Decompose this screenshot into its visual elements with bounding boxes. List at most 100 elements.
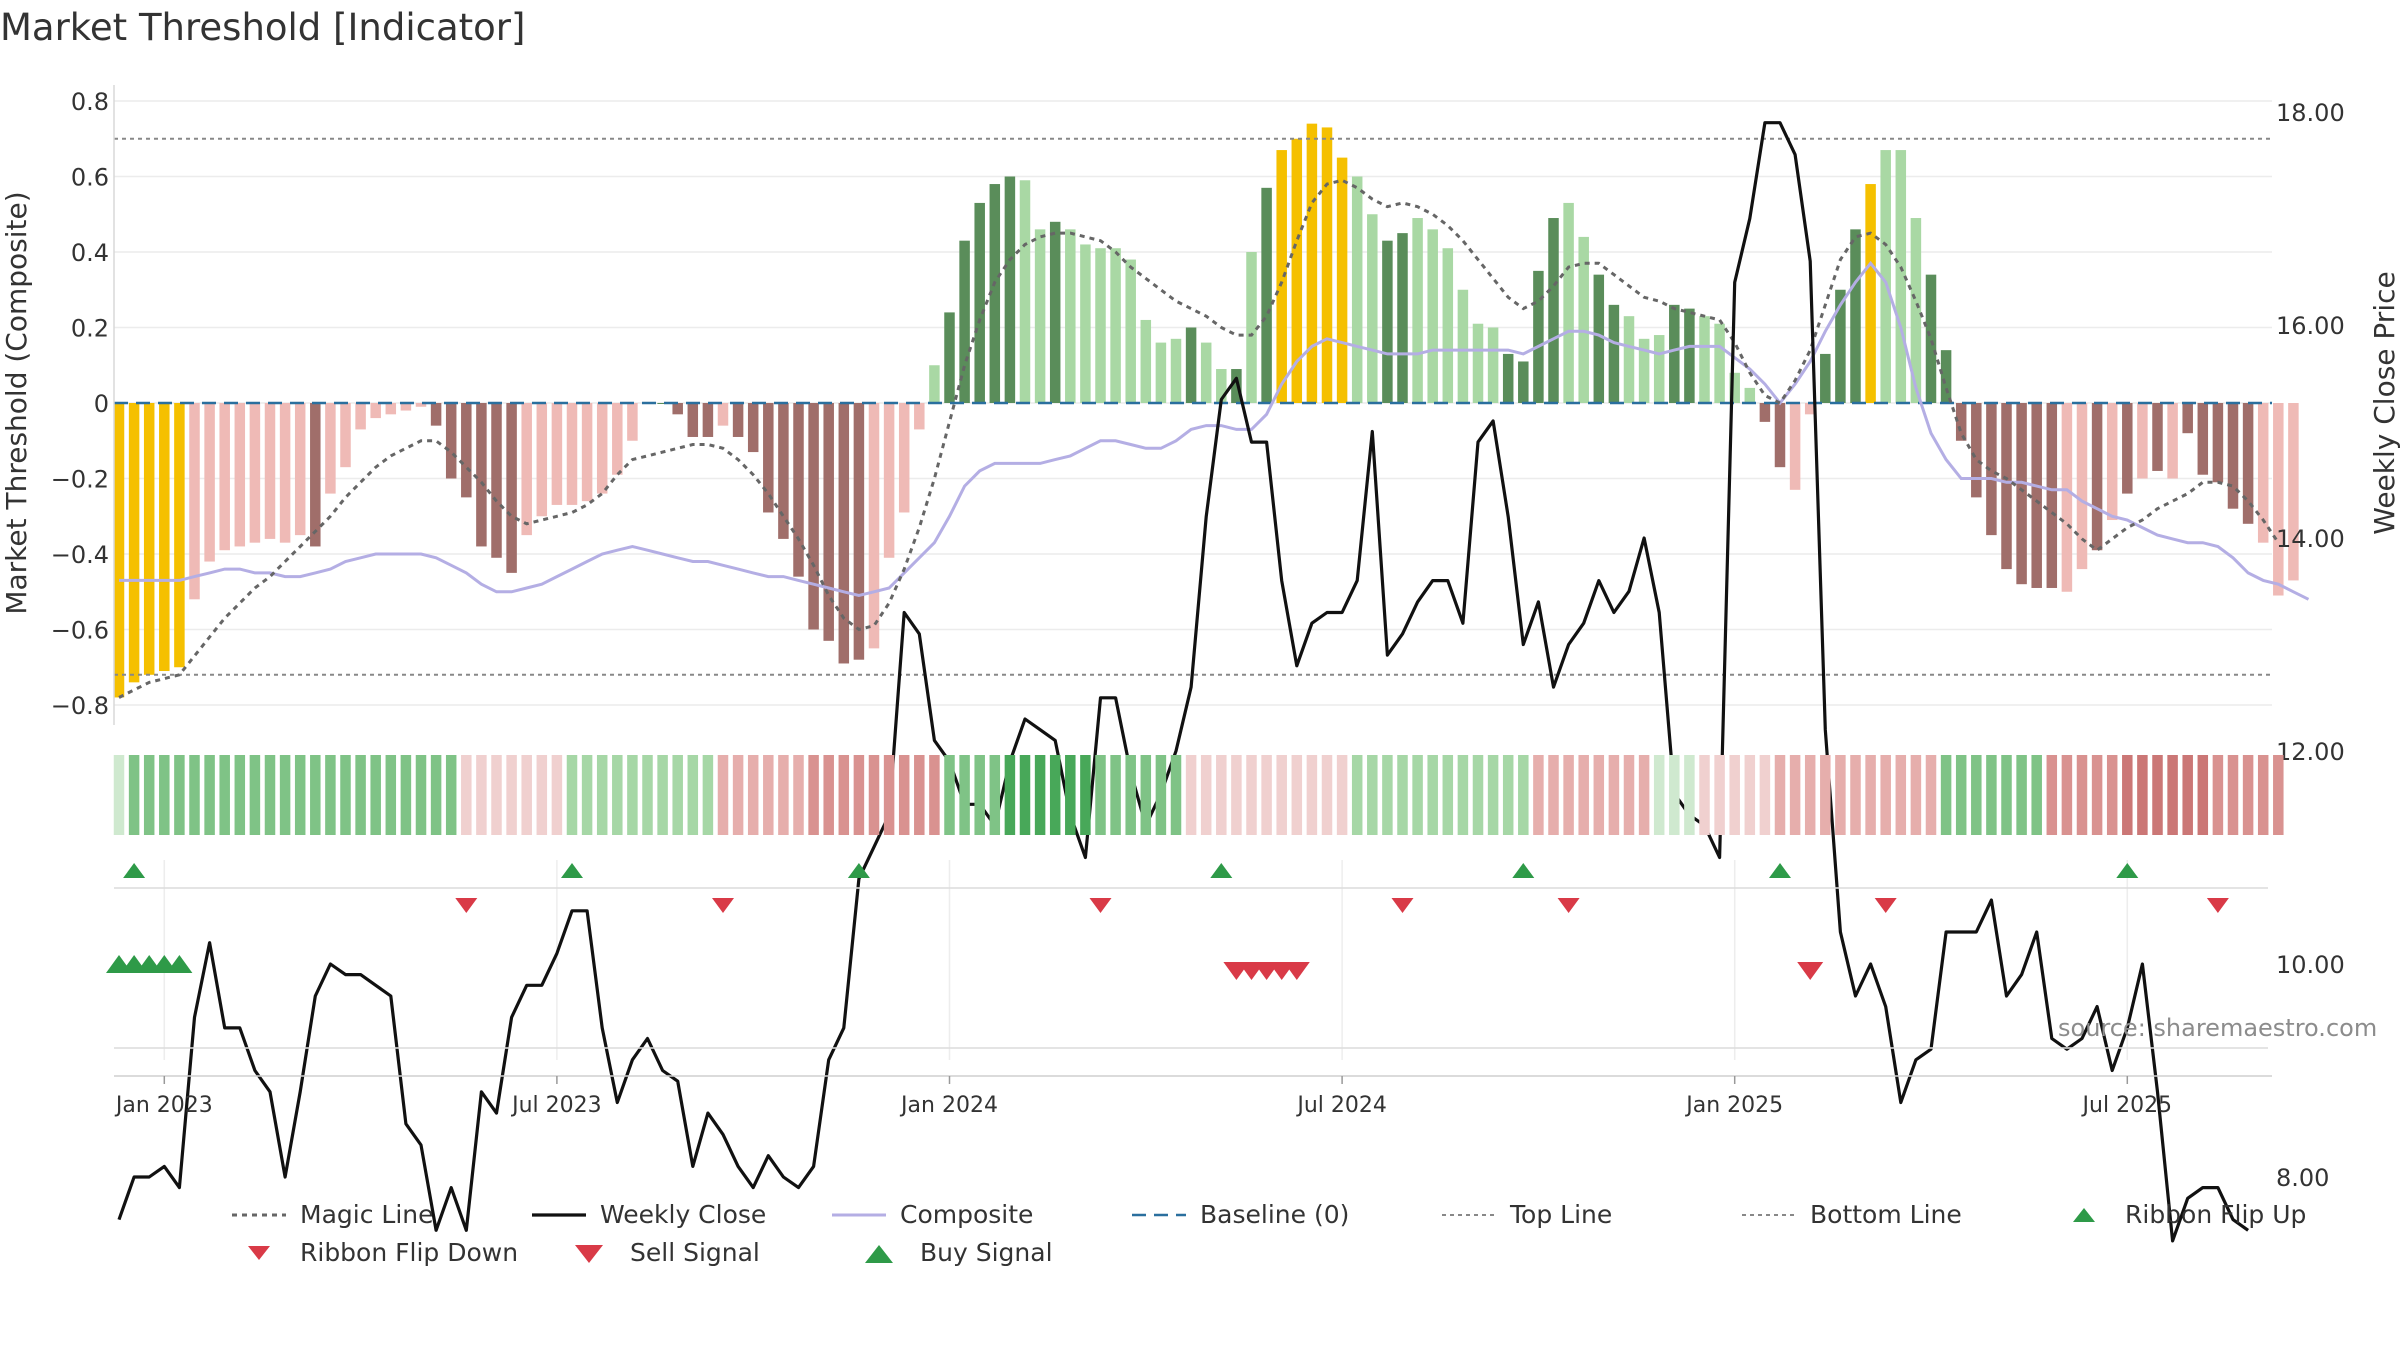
composite-bar [1140, 319, 1152, 403]
ribbon-cell [702, 755, 714, 835]
legend-item-buy: Buy Signal [850, 1238, 1053, 1267]
composite-bar [506, 403, 517, 573]
ribbon-flip-down-marker [1089, 898, 1112, 913]
composite-bar [1004, 176, 1016, 403]
ribbon-cell [1246, 755, 1257, 835]
buy-signal-marker [166, 955, 193, 973]
composite-bar [445, 403, 457, 479]
ribbon-cell [959, 755, 970, 835]
legend-label: Weekly Close [600, 1200, 767, 1229]
ribbon-cell [1457, 755, 1469, 835]
ribbon-cell [1669, 755, 1680, 835]
legend-item-close: Weekly Close [530, 1200, 766, 1229]
ribbon-cell [2106, 755, 2118, 835]
composite-bar [672, 403, 683, 415]
ribbon-cell [657, 755, 668, 835]
legend-swatch-composite [832, 1213, 886, 1216]
ribbon-cell [596, 755, 608, 835]
composite-line [119, 260, 2310, 601]
composite-bar [325, 403, 336, 494]
ribbon-cell [1306, 755, 1318, 835]
composite-bar [1246, 252, 1257, 403]
composite-bar [476, 403, 487, 547]
legend-item-ribbon_up: Ribbon Flip Up [2055, 1200, 2306, 1229]
ribbon-cell [476, 755, 487, 835]
ribbon-cell [1744, 755, 1756, 835]
legend-swatch-ribbon_up [2073, 1207, 2095, 1222]
ribbon-cell [174, 755, 185, 835]
ribbon-cell [294, 755, 306, 835]
ribbon-cell [536, 755, 548, 835]
ribbon-cell [551, 755, 563, 835]
ribbon-cell [1276, 755, 1287, 835]
ribbon-flip-up-marker [1210, 863, 1233, 878]
composite-bar [1684, 308, 1695, 403]
ribbon-strip [113, 755, 2284, 835]
ribbon-cell [1200, 755, 1212, 835]
legend-item-composite: Composite [830, 1200, 1033, 1229]
ribbon-cell [2001, 755, 2012, 835]
composite-bar [113, 403, 125, 698]
ribbon-flip-up-marker [1512, 863, 1535, 878]
x-tick-label: Jul 2023 [510, 1093, 602, 1118]
ribbon-cell [1351, 755, 1363, 835]
ribbon-cell [2197, 755, 2209, 835]
composite-bar [1910, 218, 1922, 403]
composite-bar [430, 403, 442, 426]
composite-bar [2167, 403, 2178, 479]
ribbon-cell [2046, 755, 2058, 835]
composite-bar [1351, 176, 1363, 403]
composite-bar [234, 403, 246, 547]
ribbon-cell [1548, 755, 1559, 835]
composite-bar [1125, 259, 1136, 403]
composite-bar [823, 403, 834, 641]
ribbon-cell [279, 755, 291, 835]
sell-signal-marker [1797, 962, 1824, 980]
ribbon-cell [1880, 755, 1891, 835]
composite-bar [914, 403, 925, 430]
composite-bar [189, 403, 200, 600]
ribbon-cell [340, 755, 351, 835]
ribbon-cell [898, 755, 910, 835]
composite-bar [702, 403, 714, 437]
ribbon-cell [2031, 755, 2042, 835]
composite-bar [159, 403, 170, 672]
composite-bar [400, 403, 412, 411]
composite-bar [1185, 327, 1197, 403]
composite-bar [1971, 403, 1982, 498]
ribbon-cell [1835, 755, 1846, 835]
composite-bar [1518, 361, 1529, 403]
composite-bar [2182, 403, 2193, 434]
composite-bar [596, 403, 608, 494]
composite-bar [340, 403, 351, 468]
composite-bar [1865, 184, 1876, 403]
ribbon-cell [2061, 755, 2073, 835]
composite-bar [1714, 323, 1725, 403]
ribbon-cell [1231, 755, 1242, 835]
y2-tick-label: 8.00 [2276, 1164, 2329, 1192]
ribbon-cell [763, 755, 774, 835]
ribbon-cell [1019, 755, 1031, 835]
composite-bar [1669, 304, 1680, 403]
ribbon-cell [1412, 755, 1423, 835]
composite-bar [219, 403, 230, 551]
ribbon-cell [627, 755, 638, 835]
composite-bar [2227, 403, 2239, 509]
composite-bar [491, 403, 502, 558]
composite-bar [1216, 369, 1227, 403]
ribbon-cell [612, 755, 623, 835]
composite-bar [1623, 316, 1635, 403]
ribbon-cell [1699, 755, 1710, 835]
ribbon-cell [2257, 755, 2269, 835]
legend-swatch-ribbon_down [248, 1245, 270, 1260]
ribbon-cell [310, 755, 321, 835]
ribbon-cell [853, 755, 865, 835]
legend-label: Buy Signal [920, 1238, 1053, 1267]
ribbon-cell [385, 755, 397, 835]
composite-bar [883, 403, 895, 558]
composite-bar [627, 403, 638, 441]
composite-bar [747, 403, 759, 453]
composite-bar [1231, 369, 1242, 403]
